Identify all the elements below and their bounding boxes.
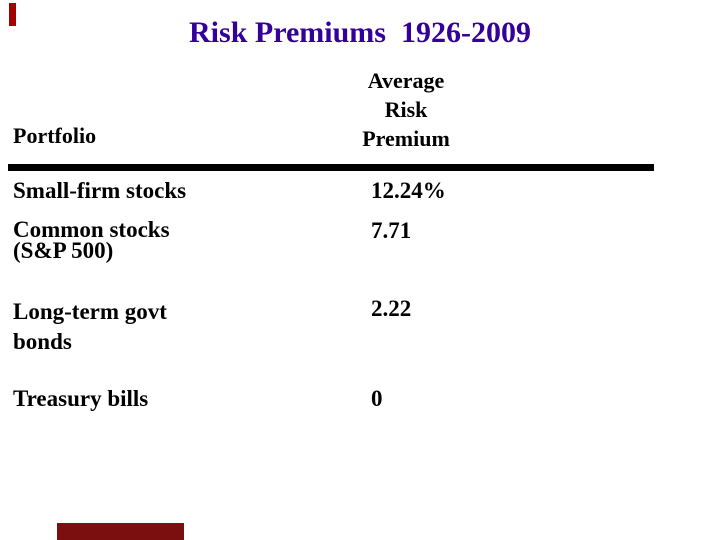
portfolio-cell-line: Common stocks: [13, 217, 170, 242]
premium-value-cell: 0: [371, 386, 383, 411]
bottom-accent-bar: [57, 523, 184, 540]
corner-accent-bar: [9, 3, 16, 26]
portfolio-cell-line: bonds: [13, 329, 72, 354]
slide-title: Risk Premiums 1926-2009: [189, 16, 531, 49]
portfolio-cell-line: (S&P 500): [13, 238, 114, 263]
portfolio-cell: Common stocks (S&P 500): [13, 217, 170, 263]
portfolio-cell: Long-term govt bonds: [13, 297, 167, 357]
portfolio-cell: Treasury bills: [13, 387, 148, 410]
premium-header-line: Average: [367, 68, 445, 93]
portfolio-cell-line: Treasury bills: [13, 386, 149, 411]
portfolio-cell-line: Small-firm stocks: [13, 178, 187, 203]
premium-header-line: Risk: [384, 97, 428, 122]
premium-value-cell: 2.22: [371, 296, 412, 321]
portfolio-cell: Small-firm stocks: [13, 179, 186, 202]
premium-column-header: Average Risk Premium: [340, 66, 472, 153]
portfolio-cell-line: Long-term govt: [13, 299, 167, 324]
premium-value-cell: 12.24%: [371, 178, 446, 203]
premium-value-cell: 7.71: [371, 218, 412, 243]
table-header-rule: [8, 164, 654, 171]
portfolio-column-header: Portfolio: [13, 123, 97, 148]
premium-header-line: Premium: [362, 126, 450, 151]
